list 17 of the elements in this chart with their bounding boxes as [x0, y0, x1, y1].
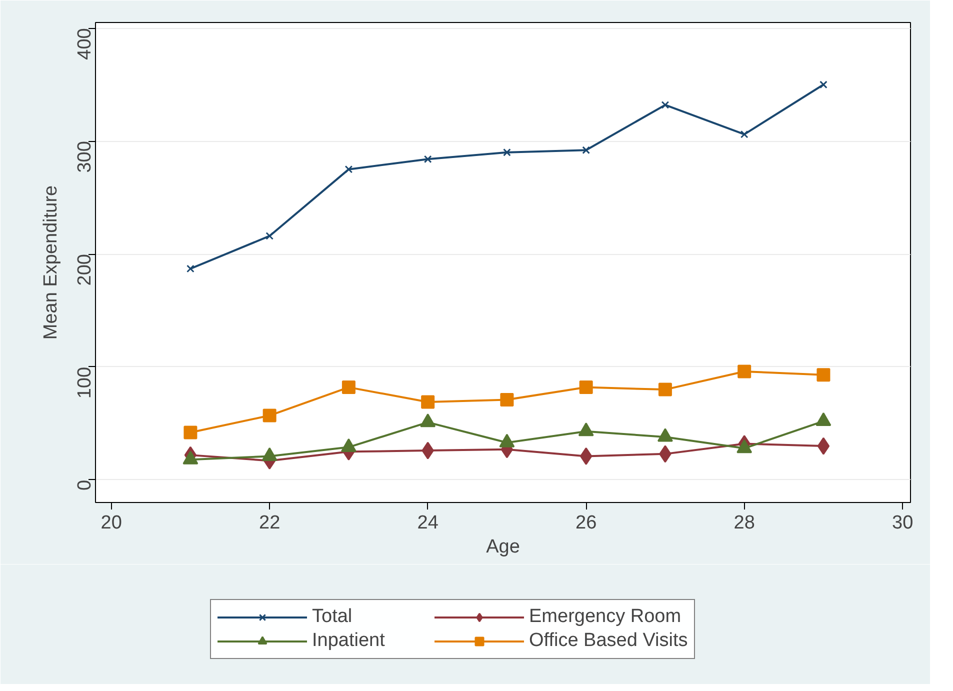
- x-tick-label: 24: [417, 512, 439, 534]
- x-tick-label: 20: [100, 512, 122, 534]
- x-tick-label: 30: [892, 512, 914, 534]
- y-axis-title: Mean Expenditure: [40, 185, 62, 340]
- legend-label: Total: [312, 606, 354, 628]
- y-tick-label: 200: [74, 254, 96, 286]
- legend-label: Emergency Room: [529, 606, 682, 628]
- x-tick-label: 26: [576, 512, 597, 534]
- x-axis-title: Age: [486, 536, 520, 558]
- y-tick-label: 400: [74, 28, 96, 60]
- legend-label: Inpatient: [312, 630, 386, 652]
- x-tick-label: 22: [259, 512, 280, 534]
- legend-label: Office Based Visits: [529, 630, 688, 652]
- x-tick-label: 28: [734, 512, 755, 534]
- y-tick-label: 100: [74, 366, 96, 399]
- y-tick-label: 0: [74, 480, 96, 490]
- y-tick-label: 300: [74, 141, 96, 173]
